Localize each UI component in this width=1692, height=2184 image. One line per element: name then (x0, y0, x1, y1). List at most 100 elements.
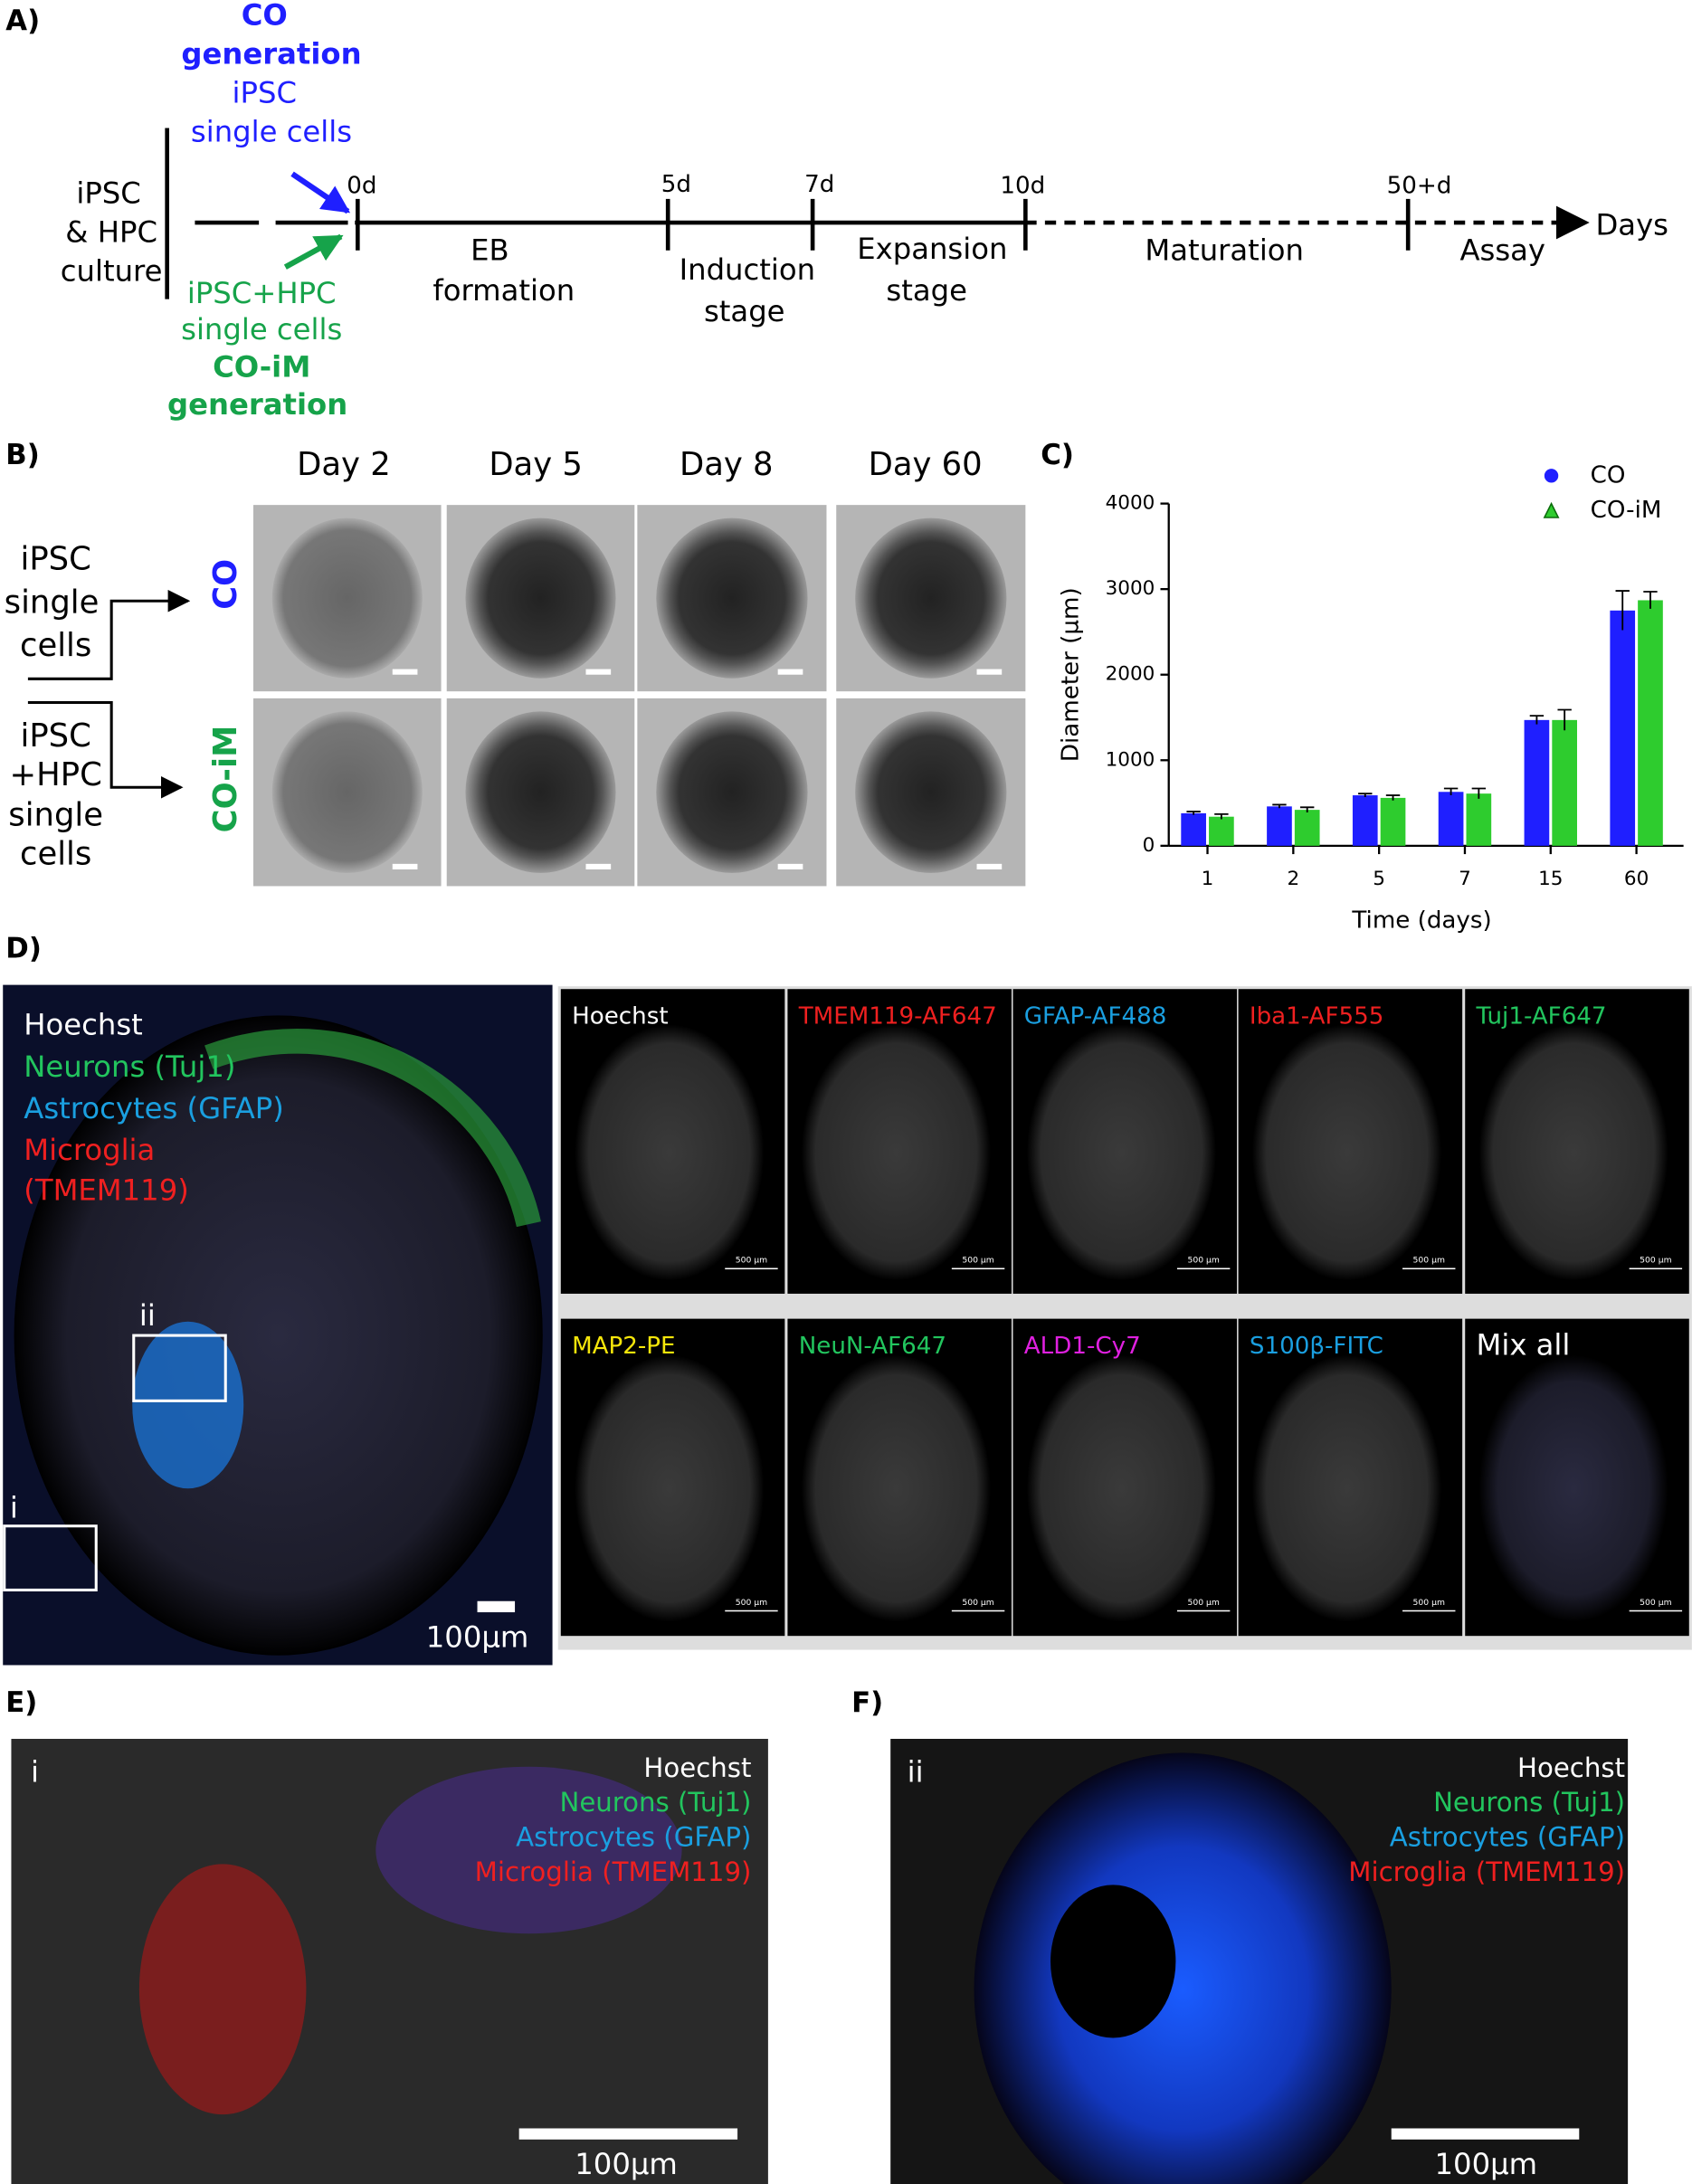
panel-label: E) (5, 1686, 37, 1719)
organoid (271, 711, 423, 873)
legend-entry: CO-iM (1591, 497, 1662, 524)
x-tick-label: 1 (1202, 868, 1214, 890)
legend-marker (1544, 469, 1559, 483)
label: CO (242, 0, 288, 32)
error-bar (1643, 591, 1658, 609)
bar (1380, 797, 1406, 846)
organoid (656, 518, 808, 679)
bar (1209, 816, 1234, 846)
tick-label: 0d (347, 173, 376, 200)
organoid (465, 518, 616, 679)
error-bar (1385, 794, 1401, 801)
arrow (283, 233, 344, 270)
inset-box (132, 1334, 227, 1402)
bar (1552, 719, 1577, 846)
y-tick-label: 2000 (1106, 663, 1155, 686)
scale-bar (585, 863, 612, 869)
channel-label: Tuj1-AF647 (1476, 1002, 1607, 1030)
tick-label: 10d (1000, 173, 1045, 200)
scale-label: 100µm (426, 1619, 529, 1654)
error-bar (1272, 803, 1287, 809)
scale-label: 500 µm (1187, 1598, 1219, 1608)
organoid (465, 711, 616, 873)
organoid (801, 1354, 991, 1622)
organoid (855, 711, 1007, 873)
bar (1352, 795, 1378, 846)
label: iPSC+HPC (187, 276, 337, 310)
column-header: Day 5 (489, 446, 583, 483)
hole (1050, 1885, 1176, 2038)
legend-entry: Hoechst (24, 1008, 143, 1042)
legend-entry: Microglia (24, 1133, 155, 1167)
channel-label: Hoechst (572, 1002, 668, 1030)
bar (1524, 719, 1550, 846)
error-bar (1557, 708, 1572, 731)
label: iPSC (21, 541, 91, 578)
bar (1438, 792, 1464, 846)
y-tick-label: 4000 (1106, 492, 1155, 515)
scale-label: 500 µm (1640, 1598, 1671, 1608)
axis-label: Days (1595, 208, 1668, 242)
stain (974, 1752, 1392, 2184)
error-bar (1358, 793, 1373, 797)
stage: formation (433, 273, 575, 308)
tag: i (31, 1754, 39, 1789)
channel-label: ALD1-Cy7 (1024, 1333, 1141, 1360)
stain (204, 1029, 541, 1228)
organoid (656, 711, 808, 873)
organoid (14, 1015, 543, 1656)
panel-label: D) (5, 933, 42, 965)
stage: Assay (1459, 233, 1545, 267)
scale-bar (585, 669, 612, 675)
scale-label: 100µm (1435, 2147, 1538, 2181)
legend-entry: Astrocytes (GFAP) (24, 1091, 284, 1125)
scale-bar (392, 669, 418, 675)
channel-label: Mix all (1477, 1327, 1571, 1362)
arrow (290, 171, 351, 214)
scale-bar (777, 863, 803, 869)
scale-bar (777, 669, 803, 675)
scale-label: 500 µm (736, 1256, 767, 1266)
stage: stage (704, 294, 785, 328)
label: single cells (181, 312, 342, 347)
scale-label: 500 µm (962, 1598, 993, 1608)
x-tick-label: 5 (1373, 868, 1385, 890)
label: single cells (191, 115, 352, 149)
scale-label: 500 µm (1413, 1256, 1445, 1266)
inset-box (3, 1524, 98, 1591)
organoid (575, 1024, 765, 1281)
error-bar (1214, 812, 1229, 820)
column-header: Day 8 (680, 446, 774, 483)
column-header: Day 60 (869, 446, 983, 483)
legend-marker (1543, 501, 1560, 518)
scale-bar (392, 863, 418, 869)
legend-entry: (TMEM119) (24, 1173, 189, 1208)
scale-label: 500 µm (1413, 1598, 1445, 1608)
scale-bar (518, 2128, 738, 2140)
label: single (5, 584, 100, 621)
row-label: CO-iM (207, 726, 244, 833)
organoid (575, 1354, 765, 1622)
error-bar (1529, 715, 1545, 725)
legend-entry: CO (1591, 461, 1626, 489)
stain (132, 1321, 244, 1489)
legend-entry: Microglia (TMEM119) (1348, 1856, 1625, 1887)
organoid (1026, 1354, 1216, 1622)
channel-label: MAP2-PE (572, 1333, 675, 1360)
panel-label: A) (5, 5, 40, 37)
legend-entry: Neurons (Tuj1) (559, 1787, 751, 1818)
legend-entry: Neurons (Tuj1) (24, 1049, 235, 1084)
scale-bar (976, 863, 1003, 869)
column-header: Day 2 (297, 446, 391, 483)
label: & HPC (65, 214, 157, 249)
organoid (1026, 1024, 1216, 1281)
label: iPSC (76, 176, 140, 210)
channel-label: GFAP-AF488 (1024, 1002, 1167, 1030)
scale-label: 100µm (575, 2147, 678, 2181)
arrow (27, 700, 184, 799)
label: cells (20, 627, 91, 664)
scale-label: 500 µm (1187, 1256, 1219, 1266)
scale-label: 500 µm (1640, 1256, 1671, 1266)
legend-entry: Hoechst (643, 1752, 751, 1783)
bar (1294, 810, 1320, 846)
